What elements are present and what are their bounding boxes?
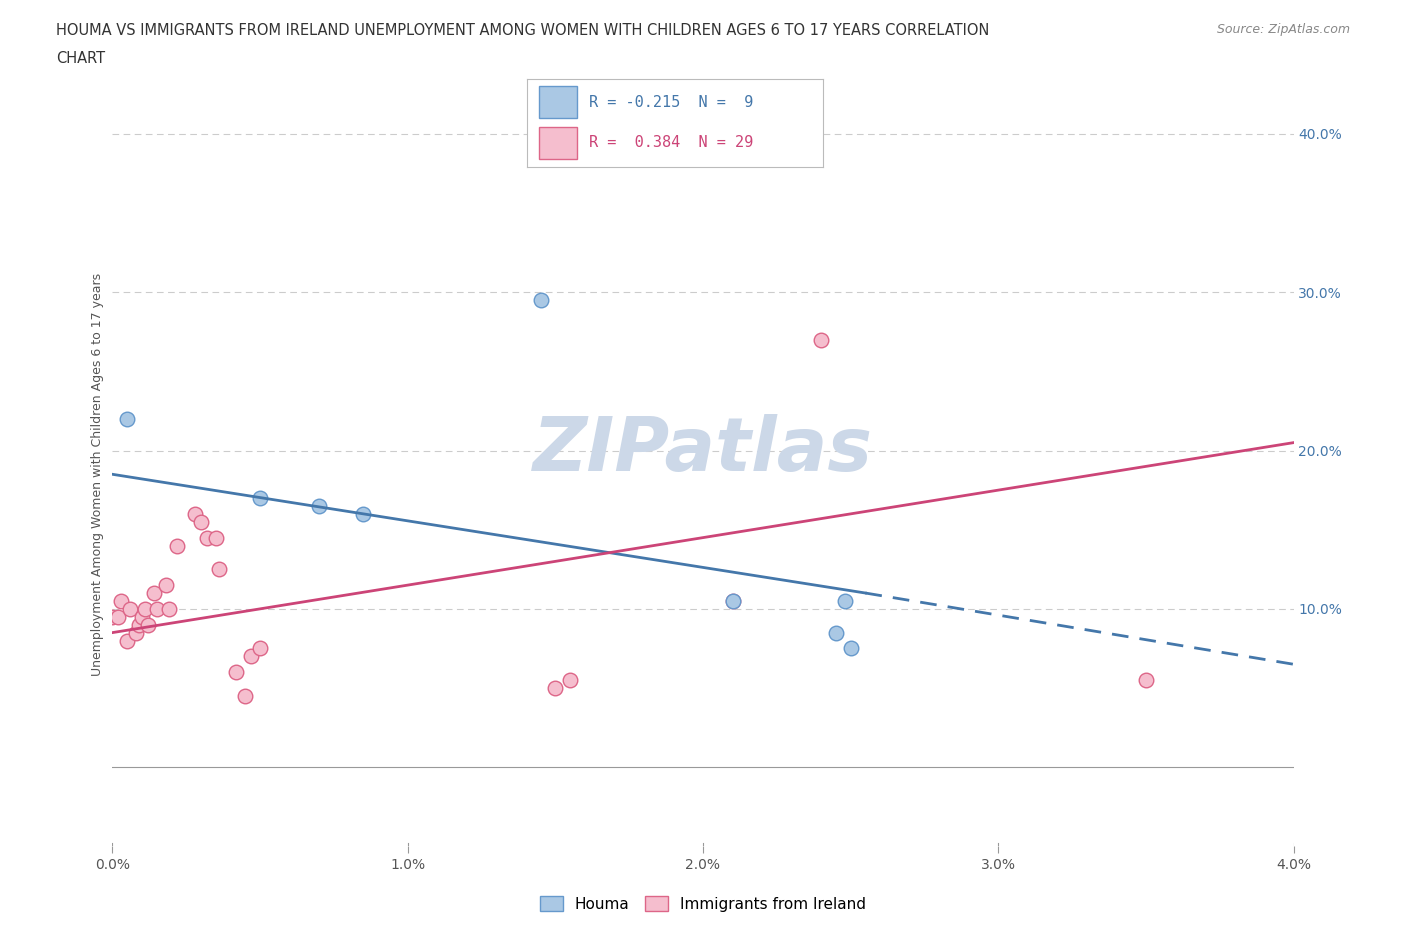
Point <box>824 625 846 640</box>
Point <box>839 641 862 656</box>
Point <box>352 507 374 522</box>
Y-axis label: Unemployment Among Women with Children Ages 6 to 17 years: Unemployment Among Women with Children A… <box>91 272 104 676</box>
Point <box>142 586 165 601</box>
Point <box>157 602 180 617</box>
Point <box>529 293 551 308</box>
Point <box>166 538 188 553</box>
Point <box>117 411 138 426</box>
Point <box>721 593 744 608</box>
Text: ZIPatlas: ZIPatlas <box>533 414 873 487</box>
Point <box>125 625 148 640</box>
Point <box>134 602 156 617</box>
Point <box>240 649 263 664</box>
Point <box>810 332 832 347</box>
Point <box>233 688 256 703</box>
Point <box>155 578 177 592</box>
Text: HOUMA VS IMMIGRANTS FROM IRELAND UNEMPLOYMENT AMONG WOMEN WITH CHILDREN AGES 6 T: HOUMA VS IMMIGRANTS FROM IRELAND UNEMPLO… <box>56 23 990 38</box>
Point <box>1135 672 1157 687</box>
Point <box>249 491 271 506</box>
Point <box>131 609 153 624</box>
Point <box>834 593 856 608</box>
Point <box>225 665 247 680</box>
Text: CHART: CHART <box>56 51 105 66</box>
Point <box>560 672 582 687</box>
Point <box>205 530 228 545</box>
Point <box>120 602 142 617</box>
Text: R = -0.215  N =  9: R = -0.215 N = 9 <box>589 95 754 110</box>
Point <box>146 602 169 617</box>
Point <box>110 593 132 608</box>
Point <box>544 681 567 696</box>
Point <box>195 530 218 545</box>
Point <box>117 633 138 648</box>
Point <box>184 507 207 522</box>
Point <box>101 609 124 624</box>
Bar <box>538 86 578 118</box>
Text: Source: ZipAtlas.com: Source: ZipAtlas.com <box>1216 23 1350 36</box>
Point <box>208 562 231 577</box>
Point <box>721 593 744 608</box>
Point <box>249 641 271 656</box>
Point <box>107 609 129 624</box>
Point <box>128 618 150 632</box>
Point <box>190 514 212 529</box>
Text: R =  0.384  N = 29: R = 0.384 N = 29 <box>589 135 754 150</box>
Point <box>308 498 330 513</box>
Point <box>136 618 159 632</box>
Bar <box>538 126 578 159</box>
Legend: Houma, Immigrants from Ireland: Houma, Immigrants from Ireland <box>534 889 872 918</box>
